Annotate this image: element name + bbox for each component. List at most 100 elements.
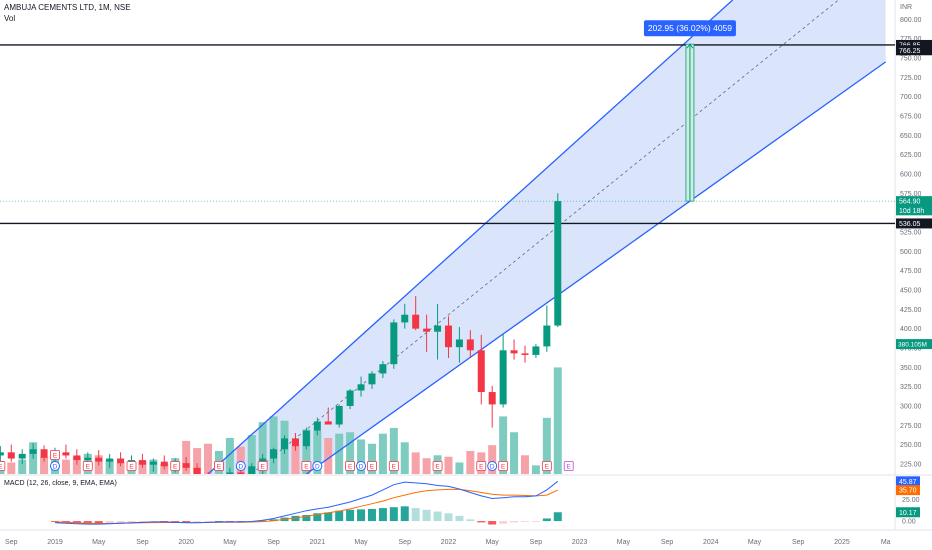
- earnings-marker-label: E: [217, 464, 222, 471]
- price-label-bg: [896, 45, 932, 56]
- price-tick-label: 450.00: [900, 287, 922, 294]
- price-tick-label: 800.00: [900, 17, 922, 24]
- candle-body: [379, 364, 387, 374]
- earnings-marker: [301, 461, 312, 471]
- volume-value-label: 380.105M: [898, 342, 927, 349]
- price-axis: INR 225.00 250.00 275.00 300.00 325.00 350.00 3…: [896, 4, 932, 468]
- price-tick-label: 775.00: [900, 36, 922, 43]
- macd-histogram-bar: [258, 520, 267, 522]
- macd-histogram-bar: [389, 507, 398, 522]
- dividend-marker-label: D: [238, 464, 243, 471]
- event-markers: E DEE E E E D E E D E D E E E E D E E E: [0, 450, 574, 471]
- candle-body: [248, 466, 256, 474]
- time-tick-label: Sep: [267, 539, 280, 546]
- time-tick-label: May: [748, 539, 762, 546]
- price-tick-label: 400.00: [900, 326, 922, 333]
- volume-bar: [225, 438, 234, 474]
- candle-body: [7, 452, 15, 459]
- candle-body: [477, 350, 485, 393]
- price-tick-label: 525.00: [900, 229, 922, 236]
- candle-body: [270, 449, 278, 459]
- earnings-marker-label: E: [567, 464, 572, 471]
- macd-value-label-bg: [896, 476, 920, 487]
- price-label: 10d 18h: [899, 208, 924, 215]
- candle-body: [237, 472, 245, 474]
- volume-bar: [510, 432, 519, 474]
- price-tick-label: 475.00: [900, 268, 922, 275]
- macd-histogram-bar: [488, 521, 497, 525]
- volume-bar: [542, 417, 551, 474]
- macd-histogram-bar: [94, 521, 103, 524]
- candle-body: [368, 373, 376, 385]
- time-tick-label: 2024: [703, 539, 719, 546]
- measure-arrowhead: [686, 43, 694, 49]
- candle-body: [390, 322, 398, 365]
- candle-body: [346, 390, 354, 406]
- candle-body: [455, 339, 463, 348]
- macd-histogram-bar: [171, 521, 180, 522]
- candle-body: [423, 328, 431, 332]
- volume-bar: [7, 462, 16, 474]
- candle-body: [215, 477, 222, 486]
- volume-bars: [0, 367, 562, 474]
- volume-bar: [422, 458, 431, 474]
- dividend-marker: [235, 461, 246, 471]
- candle-body: [444, 325, 452, 348]
- earnings-marker: [432, 461, 443, 471]
- volume-bar: [367, 443, 376, 474]
- dividend-marker: [50, 461, 60, 471]
- candle-body: [18, 453, 26, 459]
- earnings-marker: [0, 461, 6, 471]
- macd-tick-label: 0.00: [902, 519, 916, 526]
- volume-bar: [520, 455, 529, 474]
- price-tick-label: 575.00: [900, 191, 922, 198]
- macd-histogram-bar: [542, 518, 551, 522]
- earnings-marker-label: E: [260, 464, 265, 471]
- earnings-marker: [498, 461, 509, 471]
- macd-histogram-bar: [83, 521, 92, 524]
- macd-histogram-bar: [116, 521, 125, 523]
- volume-bar: [116, 462, 125, 474]
- price-tick-label: 350.00: [900, 365, 922, 372]
- macd-histogram-bar: [510, 521, 519, 523]
- candle-body: [95, 457, 103, 462]
- candle-body: [138, 460, 146, 465]
- volume-bar: [455, 462, 464, 474]
- macd-histogram-bar: [553, 512, 562, 522]
- macd-histogram-bar: [204, 521, 213, 522]
- macd-histogram-bar: [531, 521, 540, 522]
- earnings-marker: [563, 461, 574, 471]
- time-tick-label: Sep: [792, 539, 805, 546]
- dividend-marker: [487, 461, 498, 471]
- price-label-bg: [896, 196, 932, 207]
- volume-bar: [444, 456, 453, 474]
- candle-body: [543, 325, 551, 347]
- macd-histogram-bar: [466, 519, 475, 522]
- earnings-marker: [345, 461, 356, 471]
- candle-body: [335, 405, 343, 425]
- price-tick-label: 725.00: [900, 75, 922, 82]
- price-tick-label: 750.00: [900, 55, 922, 62]
- candle-body: [466, 339, 474, 351]
- candle-body: [554, 201, 562, 326]
- volume-bar: [488, 445, 497, 474]
- volume-bar: [40, 456, 49, 474]
- time-tick-label: Sep: [136, 539, 149, 546]
- candle-body: [117, 458, 125, 464]
- volume-bar: [302, 429, 311, 474]
- earnings-marker-label: E: [0, 464, 3, 471]
- earnings-marker-label: E: [173, 464, 178, 471]
- time-tick-label: 2020: [178, 539, 194, 546]
- price-tick-label: 500.00: [900, 249, 922, 256]
- candle-body: [73, 455, 81, 461]
- volume-bar: [247, 435, 256, 474]
- earnings-marker-label: E: [348, 464, 353, 471]
- channel-upper-line: [207, 0, 734, 474]
- price-tick-label: 300.00: [900, 403, 922, 410]
- price-tick-label: 700.00: [900, 94, 922, 101]
- price-tick-label: 650.00: [900, 133, 922, 140]
- candle-body: [401, 314, 409, 323]
- volume-bar: [346, 432, 355, 474]
- dividend-marker-label: D: [315, 464, 320, 471]
